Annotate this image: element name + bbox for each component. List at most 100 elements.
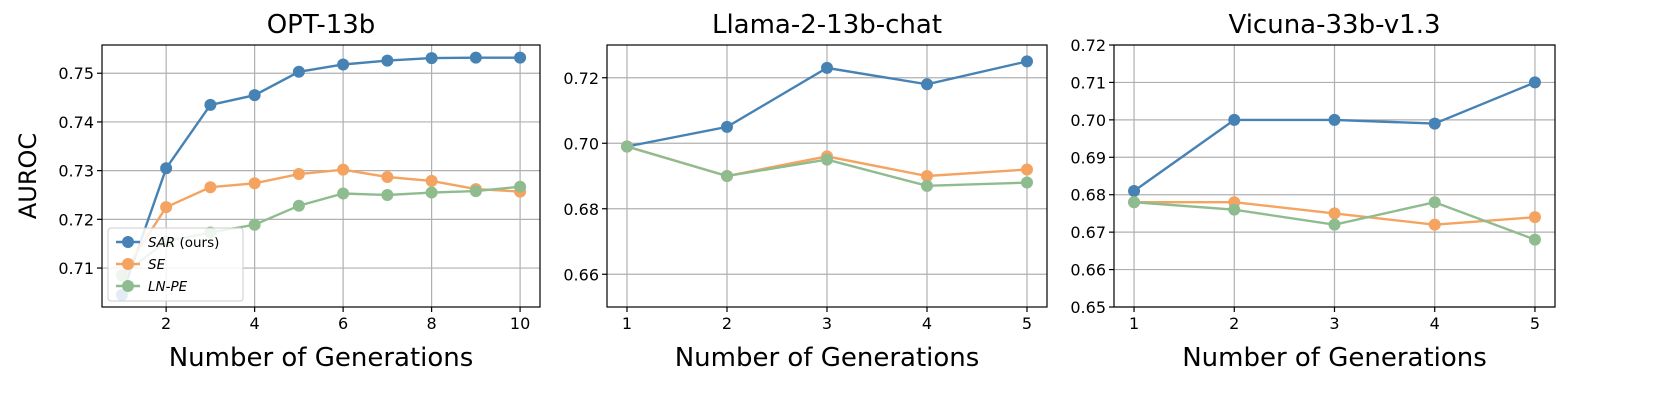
legend-label-name: LN-PE bbox=[148, 279, 188, 295]
legend-entry-se: SE bbox=[116, 257, 166, 273]
data-point-sar-4 bbox=[248, 89, 261, 102]
data-point-sar-2 bbox=[160, 162, 173, 175]
data-point-se-4 bbox=[248, 177, 261, 190]
x-tick-label: 6 bbox=[338, 314, 348, 333]
data-point-se-7 bbox=[381, 170, 394, 183]
data-point-ln-pe-3 bbox=[1328, 218, 1341, 231]
x-tick-label: 1 bbox=[622, 314, 632, 333]
legend-box bbox=[107, 227, 244, 302]
legend-swatch-marker bbox=[122, 258, 134, 270]
data-point-se-5 bbox=[1021, 163, 1033, 176]
data-point-ln-pe-4 bbox=[248, 218, 261, 231]
data-point-ln-pe-4 bbox=[921, 179, 933, 192]
x-tick-label: 5 bbox=[1530, 314, 1540, 333]
x-axis-label: Number of Generations bbox=[675, 343, 980, 373]
data-point-ln-pe-1 bbox=[1128, 196, 1141, 209]
y-tick-label: 0.70 bbox=[1070, 111, 1106, 130]
x-tick-label: 1 bbox=[1129, 314, 1139, 333]
chart-title: OPT-13b bbox=[267, 10, 376, 40]
data-point-sar-ours-1 bbox=[1128, 184, 1141, 197]
chart-panel-1: 2 4 6 8 10 0.71 0.72 0.73 0.74 0.75 OPT-13b Number … bbox=[14, 10, 541, 373]
data-point-sar-ours-2 bbox=[721, 120, 733, 133]
data-point-se-2 bbox=[160, 201, 173, 214]
y-tick-label: 0.67 bbox=[1070, 223, 1106, 242]
legend-label: SAR (ours) bbox=[148, 235, 219, 251]
data-point-ln-pe-7 bbox=[381, 188, 394, 201]
y-axis-label: AUROC bbox=[14, 133, 42, 219]
series-line-se bbox=[120, 168, 521, 276]
y-tick-label: 0.71 bbox=[1070, 73, 1106, 92]
data-point-sar-3 bbox=[204, 98, 217, 111]
data-point-sar-6 bbox=[337, 58, 350, 71]
x-tick-label: 10 bbox=[510, 314, 530, 333]
data-point-sar-10 bbox=[514, 51, 527, 64]
plot-frame bbox=[101, 44, 541, 308]
data-point-sar-ours-4 bbox=[921, 78, 933, 91]
data-point-ln-pe-9 bbox=[469, 185, 482, 198]
legend: SAR (ours) SE LN-PE bbox=[107, 227, 244, 302]
data-point-sar-ours-5 bbox=[1021, 55, 1033, 68]
data-point-sar-8 bbox=[425, 52, 438, 65]
y-tick-label: 0.74 bbox=[58, 113, 94, 132]
data-point-sar-ours-3 bbox=[1328, 113, 1341, 126]
data-point-se-4 bbox=[1428, 218, 1441, 231]
x-tick-label: 2 bbox=[161, 314, 171, 333]
series-sar-ours bbox=[1128, 76, 1541, 197]
data-point-ln-pe-6 bbox=[337, 187, 350, 200]
y-tick-label: 0.75 bbox=[58, 64, 94, 83]
chart-panel-3: 1 2 3 4 5 0.65 0.66 0.67 0.68 0.69 0.70 0.71 0.72 Vic… bbox=[1070, 10, 1556, 373]
data-point-se-5 bbox=[1528, 211, 1541, 224]
data-point-se-5 bbox=[292, 168, 305, 181]
data-point-ln-pe-1 bbox=[621, 140, 633, 153]
y-tick-label: 0.69 bbox=[1070, 148, 1106, 167]
data-point-ln-pe-4 bbox=[1428, 196, 1441, 209]
y-tick-label: 0.65 bbox=[1070, 298, 1106, 317]
data-point-ln-pe-10 bbox=[514, 180, 527, 193]
data-point-sar-ours-5 bbox=[1528, 76, 1541, 89]
y-tick-label: 0.70 bbox=[563, 134, 599, 153]
x-tick-label: 5 bbox=[1022, 314, 1032, 333]
x-tick-label: 4 bbox=[1430, 314, 1440, 333]
series-ln-pe bbox=[1128, 196, 1541, 246]
data-point-sar-5 bbox=[292, 65, 305, 78]
data-point-se-6 bbox=[337, 163, 350, 176]
legend-entry-ln-pe: LN-PE bbox=[116, 279, 188, 295]
y-tick-label: 0.66 bbox=[1070, 261, 1106, 280]
legend-label-name: SE bbox=[148, 257, 166, 273]
y-tick-label: 0.72 bbox=[563, 69, 599, 88]
x-tick-label: 2 bbox=[1229, 314, 1239, 333]
data-point-ln-pe-3 bbox=[821, 153, 833, 166]
data-point-sar-7 bbox=[381, 54, 394, 67]
data-point-ln-pe-5 bbox=[1528, 233, 1541, 246]
chart-panel-2: 1 2 3 4 5 0.66 0.68 0.70 0.72 Llama-2-13b-chat Num… bbox=[563, 10, 1048, 373]
x-tick-label: 3 bbox=[822, 314, 832, 333]
data-point-ln-pe-5 bbox=[292, 199, 305, 212]
y-tick-label: 0.72 bbox=[58, 210, 94, 229]
legend-entry-sar: SAR (ours) bbox=[116, 235, 219, 251]
y-tick-label: 0.68 bbox=[563, 200, 599, 219]
data-point-se-8 bbox=[425, 174, 438, 187]
data-point-sar-ours-4 bbox=[1428, 117, 1441, 130]
data-point-sar-ours-2 bbox=[1228, 113, 1241, 126]
data-point-ln-pe-8 bbox=[425, 186, 438, 199]
y-tick-label: 0.71 bbox=[58, 259, 94, 278]
legend-label-name: SAR bbox=[148, 235, 175, 251]
x-axis-label: Number of Generations bbox=[169, 343, 474, 373]
data-point-sar-ours-3 bbox=[821, 61, 833, 74]
series-line-sar bbox=[120, 56, 521, 296]
x-tick-label: 3 bbox=[1329, 314, 1339, 333]
legend-label-suffix: (ours) bbox=[175, 235, 219, 251]
data-point-ln-pe-5 bbox=[1021, 176, 1033, 189]
legend-label: LN-PE bbox=[148, 279, 188, 295]
series-ln-pe bbox=[621, 140, 1033, 192]
legend-label: SE bbox=[148, 257, 166, 273]
chart-title: Vicuna-33b-v1.3 bbox=[1228, 10, 1440, 40]
x-tick-label: 8 bbox=[427, 314, 437, 333]
data-point-sar-9 bbox=[469, 51, 482, 64]
data-point-se-4 bbox=[921, 170, 933, 182]
y-tick-label: 0.73 bbox=[58, 162, 94, 181]
data-point-ln-pe-2 bbox=[721, 170, 733, 182]
y-tick-label: 0.66 bbox=[563, 265, 599, 284]
data-point-se-3 bbox=[204, 181, 217, 194]
legend-swatch-marker bbox=[122, 236, 134, 248]
